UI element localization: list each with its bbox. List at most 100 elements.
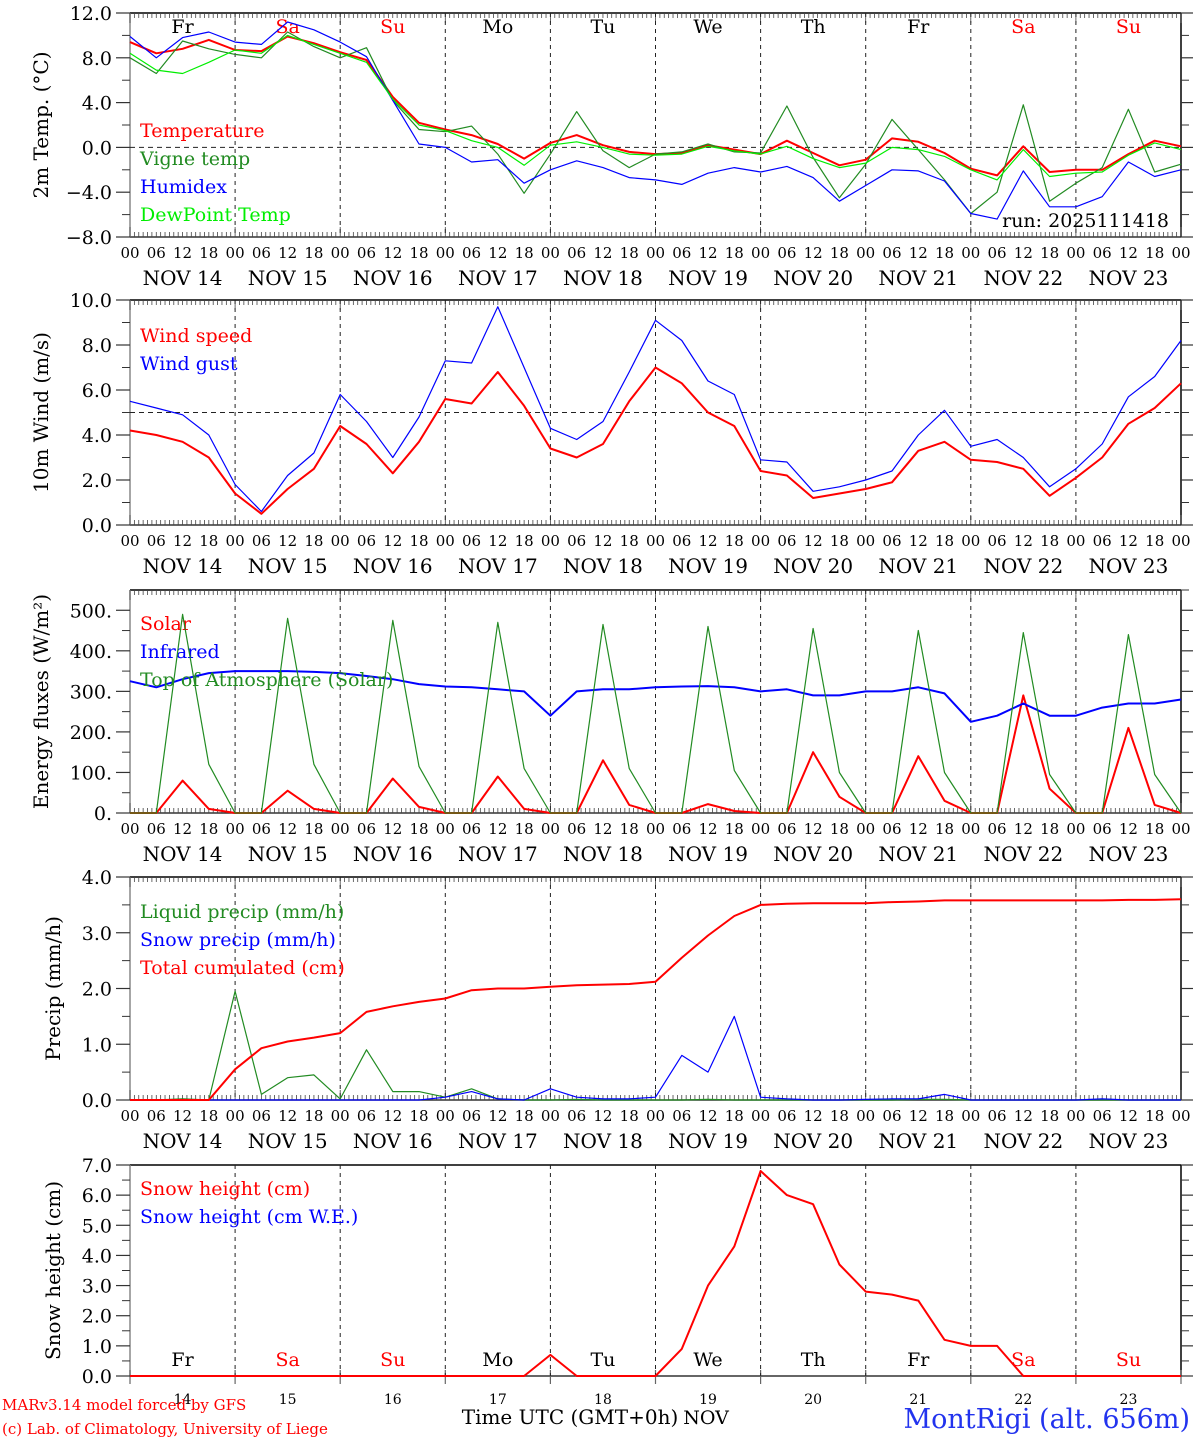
y-tick-label: 300. bbox=[70, 681, 112, 703]
x-hour-tick-label: 12 bbox=[1014, 532, 1033, 550]
x-date-label: NOV 18 bbox=[563, 1129, 643, 1153]
x-date-label: NOV 15 bbox=[248, 1129, 328, 1153]
x-hour-tick-label: 00 bbox=[331, 532, 350, 550]
x-hour-tick-label: 18 bbox=[1145, 820, 1164, 838]
x-hour-tick-label: 06 bbox=[252, 1107, 271, 1125]
x-hour-tick-label: 00 bbox=[1171, 820, 1190, 838]
x-hour-tick-label: 00 bbox=[961, 820, 980, 838]
x-hour-tick-label: 18 bbox=[409, 532, 428, 550]
x-hour-tick-label: 18 bbox=[935, 1107, 954, 1125]
x-hour-tick-label: 12 bbox=[593, 532, 612, 550]
x-hour-tick-label: 12 bbox=[173, 820, 192, 838]
series-line-total-cumulated-cm bbox=[130, 898, 1182, 1101]
x-hour-tick-label: 00 bbox=[120, 532, 139, 550]
x-day-number-label: 20 bbox=[804, 1392, 822, 1408]
x-hour-tick-label: 18 bbox=[1040, 532, 1059, 550]
x-hour-tick-label: 06 bbox=[567, 820, 586, 838]
x-hour-tick-label: 00 bbox=[1171, 244, 1190, 262]
y-tick-label: 1.0 bbox=[82, 1336, 112, 1358]
x-hour-tick-label: 00 bbox=[226, 532, 245, 550]
x-hour-tick-label: 00 bbox=[1066, 244, 1085, 262]
x-date-label: NOV 17 bbox=[458, 842, 538, 866]
x-hour-tick-label: 12 bbox=[593, 1107, 612, 1125]
x-hour-tick-label: 06 bbox=[1093, 820, 1112, 838]
x-hour-tick-label: 18 bbox=[935, 820, 954, 838]
panel-2: 10.0 8.0 6.0 4.0 2.0 0.0 10m Wind (m/s) Wind sp… bbox=[29, 290, 1193, 578]
x-hour-tick-label: 00 bbox=[226, 244, 245, 262]
x-date-label: NOV 19 bbox=[668, 554, 748, 578]
weekday-label: Su bbox=[380, 1349, 405, 1371]
weekday-label: Sa bbox=[1011, 16, 1035, 38]
x-hour-tick-label: 06 bbox=[988, 820, 1007, 838]
x-hour-tick-label: 18 bbox=[725, 1107, 744, 1125]
x-hour-tick-label: 06 bbox=[777, 820, 796, 838]
y-tick-label: 200. bbox=[70, 722, 112, 744]
x-date-label: NOV 16 bbox=[353, 842, 433, 866]
y-tick-label: 3.0 bbox=[82, 1276, 112, 1298]
weekday-label: Sa bbox=[1011, 1349, 1035, 1371]
x-hour-tick-label: 12 bbox=[383, 1107, 402, 1125]
x-date-label: NOV 14 bbox=[143, 266, 223, 290]
legend-entry: Infrared bbox=[140, 641, 220, 663]
x-hour-tick-label: 00 bbox=[331, 244, 350, 262]
x-hour-tick-label: 18 bbox=[935, 244, 954, 262]
x-hour-tick-label: 18 bbox=[1040, 244, 1059, 262]
x-hour-tick-label: 06 bbox=[672, 1107, 691, 1125]
x-hour-tick-label: 12 bbox=[909, 532, 928, 550]
run-annotation: run: 2025111418 bbox=[1002, 210, 1169, 232]
x-date-label: NOV 23 bbox=[1089, 842, 1169, 866]
x-hour-tick-label: 06 bbox=[147, 532, 166, 550]
x-hour-tick-label: 18 bbox=[515, 532, 534, 550]
x-hour-tick-label: 06 bbox=[988, 244, 1007, 262]
x-date-label: NOV 23 bbox=[1089, 1129, 1169, 1153]
x-hour-tick-label: 00 bbox=[961, 532, 980, 550]
x-hour-tick-label: 00 bbox=[751, 532, 770, 550]
x-hour-tick-label: 00 bbox=[436, 1107, 455, 1125]
weekday-label: Sa bbox=[275, 1349, 299, 1371]
x-hour-tick-label: 18 bbox=[725, 244, 744, 262]
x-hour-tick-label: 00 bbox=[856, 1107, 875, 1125]
x-hour-tick-label: 00 bbox=[856, 244, 875, 262]
y-tick-label: 4.0 bbox=[82, 867, 112, 889]
x-hour-tick-label: 06 bbox=[357, 532, 376, 550]
x-hour-tick-label: 06 bbox=[1093, 1107, 1112, 1125]
x-hour-tick-label: 00 bbox=[1171, 1107, 1190, 1125]
x-hour-tick-label: 12 bbox=[278, 532, 297, 550]
x-date-label: NOV 23 bbox=[1089, 266, 1169, 290]
x-date-label: NOV 15 bbox=[248, 842, 328, 866]
x-day-number-label: 23 bbox=[1120, 1392, 1138, 1408]
x-hour-tick-label: 06 bbox=[672, 244, 691, 262]
weekday-label: Su bbox=[1116, 16, 1141, 38]
x-hour-tick-label: 18 bbox=[620, 820, 639, 838]
legend-entry: Total cumulated (cm) bbox=[140, 957, 345, 979]
x-hour-tick-label: 06 bbox=[567, 1107, 586, 1125]
x-day-number-label: 15 bbox=[279, 1392, 297, 1408]
x-date-label: NOV 15 bbox=[248, 554, 328, 578]
x-date-label: NOV 23 bbox=[1089, 554, 1169, 578]
y-tick-label: 0.0 bbox=[82, 137, 112, 159]
x-hour-tick-label: 12 bbox=[804, 820, 823, 838]
x-hour-tick-label: 12 bbox=[593, 244, 612, 262]
y-tick-label: 1.0 bbox=[82, 1034, 112, 1056]
y-axis-label: Energy fluxes (W/m²) bbox=[29, 594, 53, 809]
x-hour-tick-label: 18 bbox=[1145, 1107, 1164, 1125]
x-hour-tick-label: 00 bbox=[331, 1107, 350, 1125]
y-tick-label: 400. bbox=[70, 641, 112, 663]
x-hour-tick-label: 00 bbox=[751, 1107, 770, 1125]
weekday-label: Fr bbox=[907, 16, 930, 38]
x-hour-tick-label: 06 bbox=[462, 244, 481, 262]
x-day-number-label: 22 bbox=[1014, 1392, 1032, 1408]
x-day-number-label: 14 bbox=[174, 1392, 192, 1408]
series-line-wind-speed bbox=[129, 366, 1182, 515]
x-hour-tick-label: 12 bbox=[488, 1107, 507, 1125]
x-hour-tick-label: 12 bbox=[173, 532, 192, 550]
x-day-number-label: 16 bbox=[384, 1392, 402, 1408]
legend-entry: Wind speed bbox=[140, 325, 252, 347]
y-tick-label: 2.0 bbox=[82, 470, 112, 492]
x-hour-tick-label: 12 bbox=[488, 820, 507, 838]
legend-entry: DewPoint Temp bbox=[140, 204, 291, 226]
x-hour-tick-label: 06 bbox=[777, 244, 796, 262]
x-hour-tick-label: 06 bbox=[1093, 532, 1112, 550]
x-hour-tick-label: 18 bbox=[830, 1107, 849, 1125]
x-date-label: NOV 14 bbox=[143, 554, 223, 578]
